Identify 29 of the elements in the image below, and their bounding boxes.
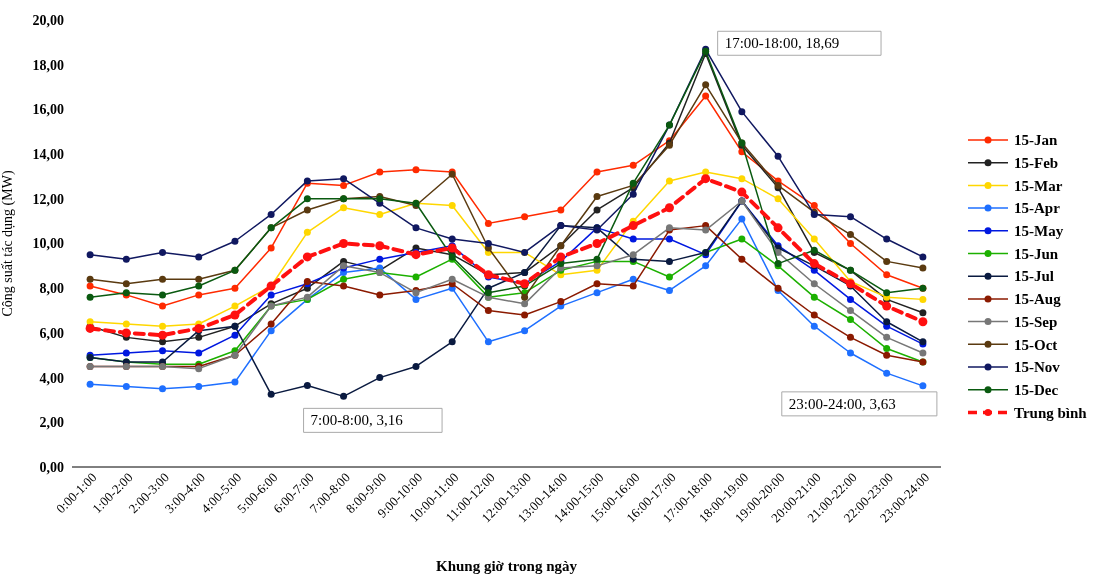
y-tick-label: 12,00 [32,191,64,207]
legend-label: 15-Mar [1014,177,1063,194]
legend-label: Trung bình [1014,404,1088,421]
legend-label: 15-Jun [1014,245,1059,262]
legend-label: 15-Sep [1014,313,1058,330]
y-tick-label: 8,00 [39,281,64,297]
legend-label: 15-Feb [1014,154,1059,171]
y-tick-label: 18,00 [32,57,64,73]
legend-label: 15-Nov [1014,359,1061,376]
annotation: 7:00-8:00, 3,16 [310,412,404,429]
y-tick-label: 16,00 [32,102,64,118]
x-axis-title: Khung giờ trong ngày [436,558,578,574]
legend-label: 15-May [1014,223,1064,240]
legend-label: 15-Oct [1014,336,1058,353]
y-tick-label: 6,00 [39,325,64,341]
legend-label: 15-Jan [1014,132,1058,149]
legend-label: 15-Apr [1014,200,1061,217]
legend-label: 15-Jul [1014,268,1055,285]
legend-label: 15-Dec [1014,381,1059,398]
y-tick-label: 20,00 [32,12,64,28]
y-tick-label: 4,00 [39,370,64,386]
y-tick-label: 2,00 [39,415,64,431]
annotation: 17:00-18:00, 18,69 [724,35,840,52]
y-tick-label: 10,00 [32,236,64,252]
y-axis-title: Công suất tác dụng (MW) [0,170,16,317]
legend-label: 15-Aug [1014,291,1062,308]
annotation: 23:00-24:00, 3,63 [788,395,896,412]
y-tick-label: 14,00 [32,147,64,162]
y-tick-label: 0,00 [39,459,64,475]
